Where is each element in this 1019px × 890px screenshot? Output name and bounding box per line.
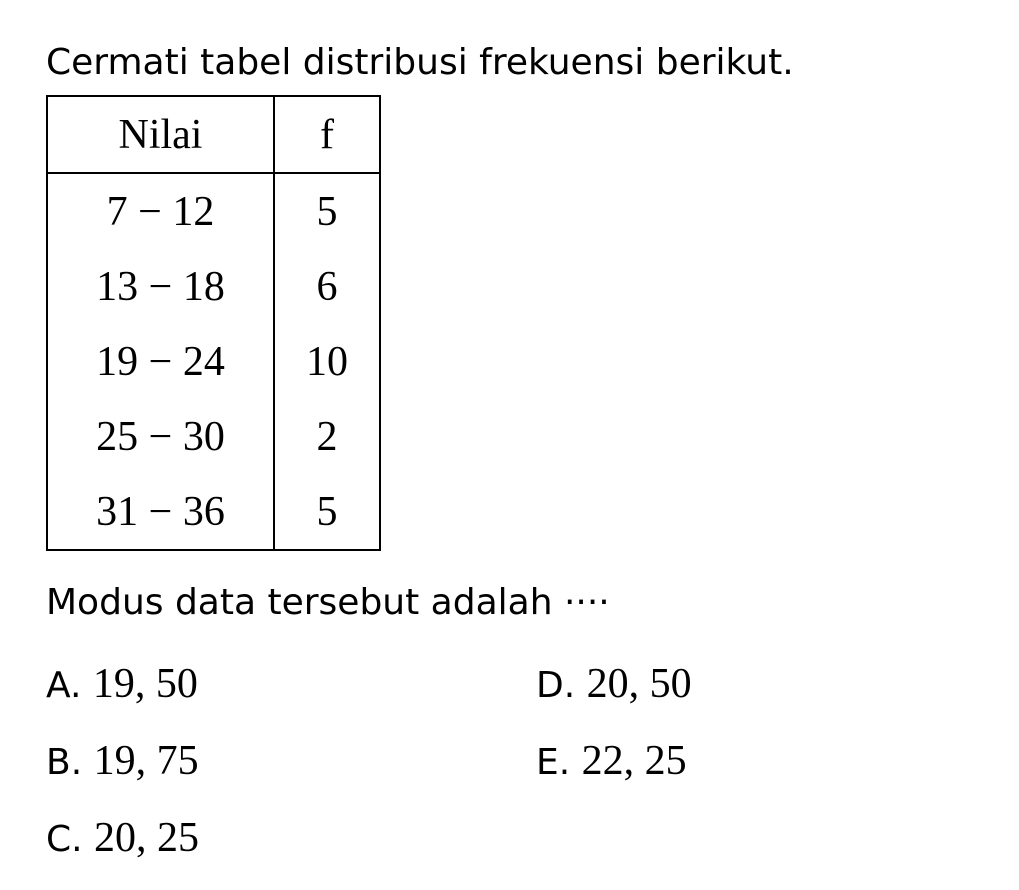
table-row: 13 − 18 6 <box>47 249 380 324</box>
cell-interval: 25 − 30 <box>47 399 275 474</box>
cell-interval: 7 − 12 <box>47 173 275 249</box>
option-letter: D. <box>536 665 576 706</box>
table-row: 19 − 24 10 <box>47 324 380 399</box>
cell-interval: 13 − 18 <box>47 249 275 324</box>
cell-frequency: 2 <box>316 413 338 460</box>
cell-frequency: 5 <box>316 188 338 235</box>
cell-frequency: 10 <box>306 338 348 385</box>
frequency-table: Nilai f 7 − 12 5 13 − 18 6 19 − 24 10 25 − 30 2… <box>46 95 381 551</box>
option-letter: C. <box>46 819 83 860</box>
cell-interval: 31 − 36 <box>47 474 275 550</box>
cell-frequency: 5 <box>316 488 338 535</box>
option-letter: E. <box>536 742 571 783</box>
cell-frequency: 6 <box>316 263 338 310</box>
option-letter: B. <box>46 742 83 783</box>
option-value: 19, 75 <box>93 738 199 784</box>
option-value: 20, 50 <box>586 661 692 707</box>
option-letter: A. <box>46 665 82 706</box>
option-b[interactable]: B. 19, 75 <box>46 737 199 785</box>
question-text: Cermati tabel distribusi frekuensi berik… <box>46 42 794 83</box>
question-stem: Modus data tersebut adalah ···· <box>46 582 610 623</box>
table-row: 25 − 30 2 <box>47 399 380 474</box>
header-f: f <box>274 96 380 174</box>
option-d[interactable]: D. 20, 50 <box>536 660 692 708</box>
option-e[interactable]: E. 22, 25 <box>536 737 687 785</box>
table-row: 7 − 12 5 <box>47 173 380 249</box>
option-value: 22, 25 <box>581 738 687 784</box>
table-row: 31 − 36 5 <box>47 474 380 550</box>
option-c[interactable]: C. 20, 25 <box>46 814 199 862</box>
header-nilai: Nilai <box>47 96 275 174</box>
option-value: 19, 50 <box>92 661 198 707</box>
option-a[interactable]: A. 19, 50 <box>46 660 198 708</box>
option-value: 20, 25 <box>94 815 200 861</box>
cell-interval: 19 − 24 <box>47 324 275 399</box>
